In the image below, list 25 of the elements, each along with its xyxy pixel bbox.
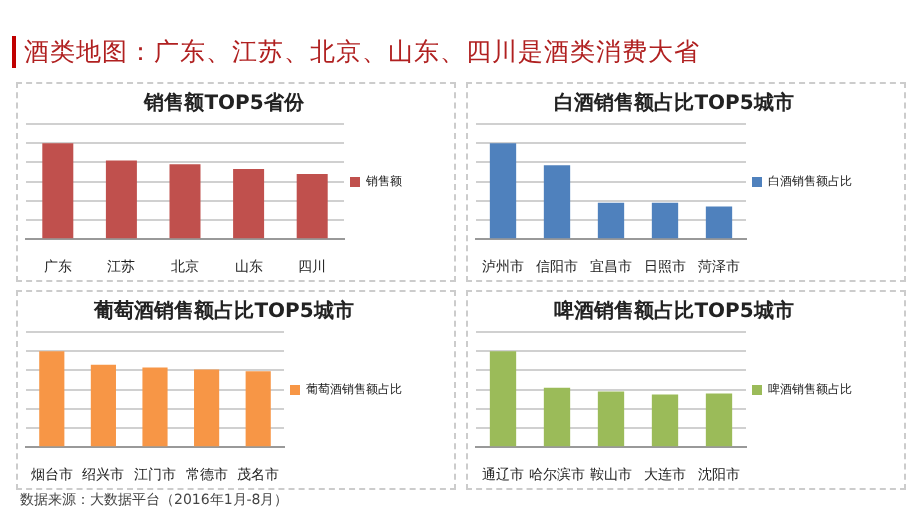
chart-title: 啤酒销售额占比TOP5城市 <box>554 299 794 324</box>
bar <box>169 164 201 239</box>
bar <box>489 143 517 239</box>
bar <box>597 391 625 447</box>
bar <box>39 351 65 447</box>
chart-title: 葡萄酒销售额占比TOP5城市 <box>92 299 354 324</box>
text: 酒类地图：广东、江苏、北京、山东、四川是酒类消费大省 <box>12 36 700 68</box>
bar <box>245 371 271 447</box>
bar <box>194 369 220 447</box>
bar <box>597 202 625 239</box>
bar <box>42 143 74 239</box>
bar <box>651 202 679 239</box>
bar <box>296 173 328 239</box>
bar <box>233 169 265 239</box>
bar <box>543 387 571 447</box>
chart-title: 销售额TOP5省份 <box>142 91 306 116</box>
bar <box>90 364 116 447</box>
bar <box>489 351 517 447</box>
bar <box>651 394 679 447</box>
bar <box>142 367 168 447</box>
bar <box>543 165 571 239</box>
bar <box>705 393 733 447</box>
bar <box>105 160 137 239</box>
bar <box>705 206 733 239</box>
chart-title: 白酒销售额占比TOP5城市 <box>554 91 794 116</box>
